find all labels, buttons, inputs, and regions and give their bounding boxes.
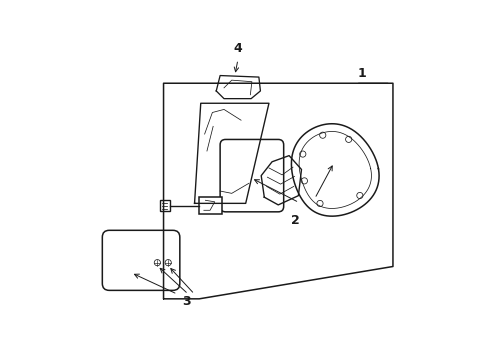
Text: 1: 1 [357, 67, 366, 80]
Text: 2: 2 [291, 214, 300, 227]
Polygon shape [160, 199, 170, 211]
Text: 4: 4 [234, 42, 243, 55]
FancyBboxPatch shape [220, 139, 284, 212]
Polygon shape [199, 197, 222, 214]
FancyBboxPatch shape [102, 230, 180, 291]
Text: 3: 3 [182, 295, 191, 308]
